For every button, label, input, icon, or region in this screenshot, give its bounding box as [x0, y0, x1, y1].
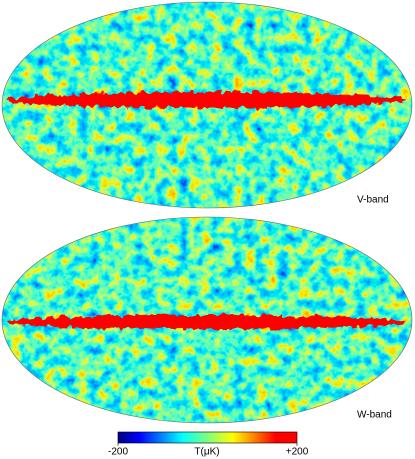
tick-label: -200	[108, 447, 128, 458]
panel-label: V-band	[357, 195, 389, 206]
colorbar	[117, 431, 298, 444]
tick-label: +200	[286, 447, 309, 458]
panel-label: W-band	[357, 410, 392, 421]
w-band-map	[2, 217, 412, 423]
colorbar-label: T(μK)	[194, 447, 219, 458]
v-band-map	[2, 2, 412, 208]
